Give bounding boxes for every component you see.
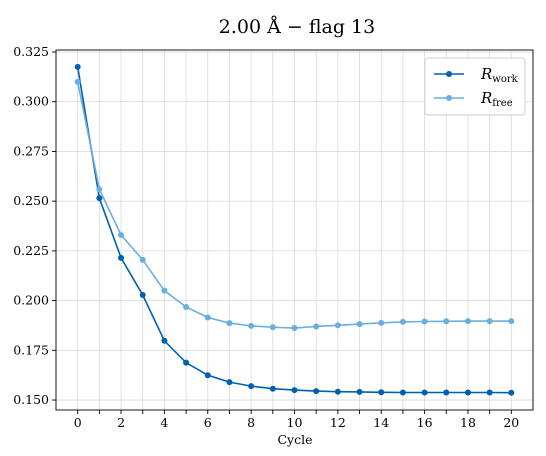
- y-tick-label: 0.250: [13, 193, 49, 208]
- data-point-free: [183, 303, 190, 310]
- data-point-free: [356, 321, 363, 328]
- data-point-work: [204, 372, 211, 379]
- data-point-work: [139, 292, 146, 299]
- y-tick-label: 0.225: [13, 243, 49, 258]
- data-point-free: [204, 314, 211, 321]
- data-point-work: [313, 388, 320, 395]
- data-point-work: [421, 389, 428, 396]
- data-point-free: [118, 231, 125, 238]
- x-tick-label: 16: [417, 415, 433, 430]
- data-point-free: [378, 319, 385, 326]
- y-tick-label: 0.325: [13, 44, 49, 59]
- x-tick-label: 2: [117, 415, 125, 430]
- y-tick-label: 0.150: [13, 392, 49, 407]
- data-point-work: [334, 388, 341, 395]
- data-point-work: [443, 389, 450, 396]
- data-point-work: [118, 254, 125, 261]
- x-tick-label: 18: [460, 415, 476, 430]
- data-point-work: [96, 195, 103, 202]
- data-point-work: [269, 385, 276, 392]
- data-point-free: [291, 325, 298, 332]
- data-point-free: [74, 78, 81, 85]
- data-point-free: [443, 318, 450, 325]
- data-point-work: [378, 389, 385, 396]
- data-point-work: [399, 389, 406, 396]
- legend-label-subscript: work: [492, 74, 518, 85]
- axes: 0 2 4 6 8 10 12 14 16 18 20 0.150 0.175 0.200 0.225 0.2…: [13, 44, 534, 430]
- data-point-work: [464, 389, 471, 396]
- x-tick-label: 14: [373, 415, 389, 430]
- data-point-free: [161, 287, 168, 294]
- data-point-work: [508, 389, 515, 396]
- data-point-free: [248, 322, 255, 329]
- data-point-free: [269, 324, 276, 331]
- y-tick-label: 0.300: [13, 94, 49, 109]
- data-point-work: [226, 379, 233, 386]
- data-point-free: [313, 323, 320, 330]
- data-point-work: [74, 63, 81, 70]
- x-tick-label: 12: [330, 415, 346, 430]
- data-point-work: [291, 387, 298, 394]
- x-tick-label: 10: [287, 415, 303, 430]
- x-tick-label: 8: [247, 415, 255, 430]
- data-point-free: [334, 322, 341, 329]
- data-point-free: [508, 318, 515, 325]
- data-point-free: [464, 318, 471, 325]
- data-point-free: [226, 320, 233, 327]
- data-point-free: [486, 318, 493, 325]
- y-tick-label: 0.175: [13, 342, 49, 357]
- x-tick-label: 0: [74, 415, 82, 430]
- data-point-work: [183, 359, 190, 366]
- x-tick-label: 6: [204, 415, 212, 430]
- grid: [56, 50, 533, 410]
- legend-swatch-marker: [446, 71, 452, 77]
- data-point-free: [96, 186, 103, 193]
- data-point-free: [421, 318, 428, 325]
- legend-swatch-marker: [446, 95, 452, 101]
- data-point-work: [356, 388, 363, 395]
- data-point-free: [139, 256, 146, 263]
- data-point-work: [486, 389, 493, 396]
- x-tick-label: 4: [160, 415, 168, 430]
- data-point-work: [161, 337, 168, 344]
- x-axis-label: Cycle: [277, 432, 312, 447]
- data-point-work: [248, 383, 255, 390]
- x-tick-label: 20: [503, 415, 519, 430]
- y-tick-label: 0.200: [13, 293, 49, 308]
- y-tick-label: 0.275: [13, 143, 49, 158]
- data-point-free: [399, 318, 406, 325]
- legend-label-subscript: free: [492, 98, 512, 109]
- chart-title: 2.00 Å − flag 13: [219, 16, 375, 38]
- series-layer: [74, 63, 515, 396]
